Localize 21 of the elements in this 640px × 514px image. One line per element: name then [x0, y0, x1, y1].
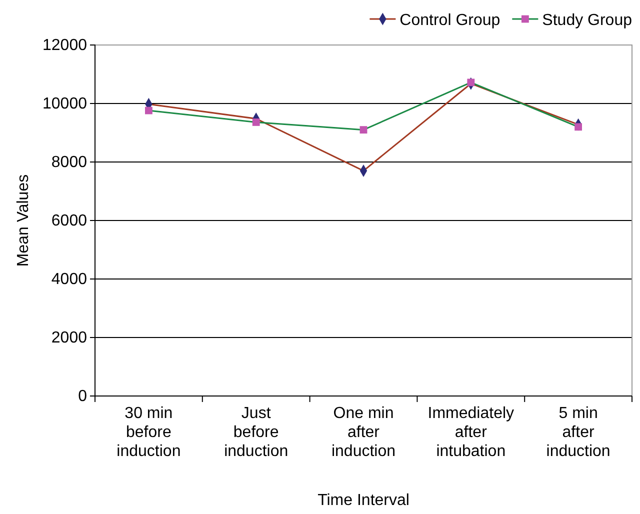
legend-label: Control Group: [400, 12, 500, 29]
x-tick-label: One min after induction: [331, 405, 396, 460]
x-tick-label: 5 min after induction: [546, 405, 610, 460]
legend-label: Study Group: [542, 12, 632, 29]
y-tick-label: 0: [78, 388, 88, 406]
y-tick-label: 10000: [42, 96, 88, 113]
y-tick-label: 4000: [51, 271, 88, 288]
point: [144, 106, 152, 114]
point: [252, 118, 260, 126]
point: [360, 126, 368, 134]
y-tick-label: 12000: [42, 37, 88, 54]
x-tick-label: Just before induction: [224, 405, 288, 460]
point: [574, 123, 582, 131]
x-tick-label: Immediately after intubation: [428, 405, 514, 460]
x-axis-title: Time Interval: [318, 492, 410, 509]
y-tick-label: 6000: [51, 212, 88, 230]
x-tick-label: 30 min before induction: [116, 405, 181, 460]
y-tick-label: 8000: [51, 154, 88, 172]
y-tick-label: 2000: [51, 330, 88, 347]
y-axis-title: Mean Values: [15, 174, 32, 267]
point: [467, 78, 475, 86]
